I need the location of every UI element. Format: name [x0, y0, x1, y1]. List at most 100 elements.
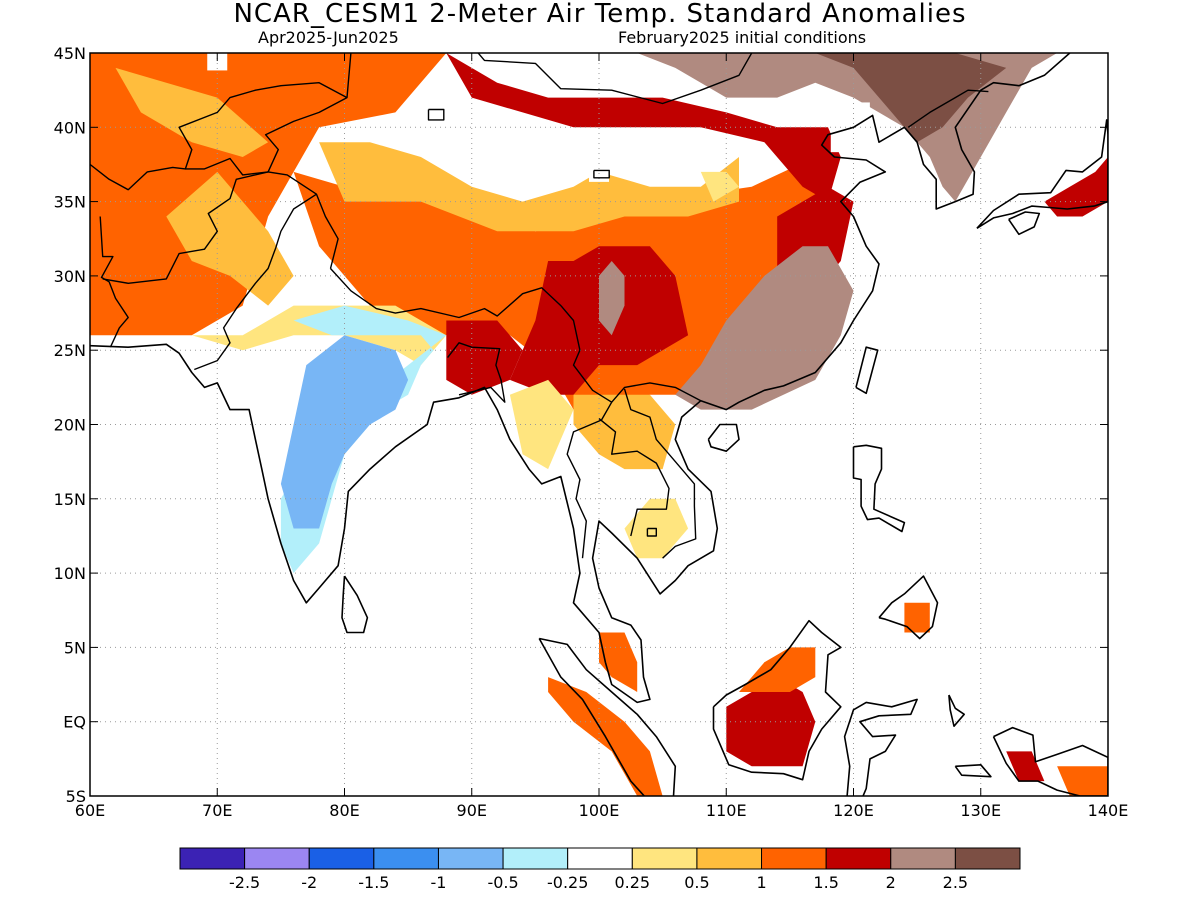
lat-label: 20N	[54, 416, 86, 435]
border-turkmen-uzbek	[90, 81, 348, 191]
region-pakistan-orange-pale	[166, 171, 294, 306]
colorbar-label: 2.5	[943, 873, 968, 892]
region-new-guinea-orange	[1057, 766, 1108, 796]
border-korea-china	[907, 89, 989, 128]
border-iran-afghan	[99, 216, 129, 348]
region-north-deep-red	[446, 53, 841, 202]
colorbar-label: -0.25	[547, 873, 588, 892]
region-yellow-light-tibet	[700, 171, 739, 202]
region-indochina-orange-pale	[573, 394, 676, 470]
colorbar-label: 1.5	[813, 873, 838, 892]
lat-label: 5N	[64, 638, 86, 657]
coast-java	[665, 818, 783, 848]
coast-kyushu-honshu	[976, 119, 1108, 229]
lon-label: 140E	[1088, 801, 1129, 820]
lat-label: 10N	[54, 564, 86, 583]
coast-arabian-india-coast	[90, 53, 1071, 704]
region-manchuria-dark-brown	[815, 53, 1007, 143]
lon-label: 120E	[833, 801, 874, 820]
colorbar-swatch	[373, 847, 439, 870]
coast-halmahera	[948, 694, 966, 728]
region-myanmar-yellow	[509, 379, 574, 470]
lat-label: 40N	[54, 118, 86, 137]
border-central-asia-tajik	[185, 157, 269, 176]
coast-shikoku	[1008, 211, 1041, 236]
latitude-axis: 45N 40N 35N 30N 25N 20N 15N 10N 5N EQ 5S	[54, 44, 1108, 806]
region-new-guinea-red	[1006, 751, 1045, 782]
region-sichuan-brown-spot	[599, 261, 625, 336]
border-nepal-china-kashmir	[267, 171, 339, 269]
coast-borneo	[712, 619, 842, 781]
colorbar-label: -0.5	[487, 873, 518, 892]
region-south-china-brown	[675, 246, 854, 410]
colorbar-label: 2	[886, 873, 896, 892]
lat-label: 25N	[54, 341, 86, 360]
colorbar-swatch	[437, 847, 504, 870]
border-china-indochina	[611, 382, 702, 403]
lon-label: 80E	[329, 801, 359, 820]
colorbar-swatch	[308, 847, 375, 870]
region-malay-orange	[599, 632, 638, 692]
initial-conditions: February2025 initial conditions	[618, 28, 867, 47]
coast-sulawesi	[843, 698, 918, 796]
colorbar-swatch	[179, 847, 246, 870]
lake-qinghai-lake	[593, 169, 610, 179]
missing-cell	[830, 132, 851, 153]
region-mindanao-orange	[904, 602, 930, 633]
lon-label: 100E	[579, 801, 620, 820]
coast-taiwan	[855, 346, 879, 395]
coast-sumatra	[538, 637, 677, 796]
border-pakistan-afghan	[102, 171, 269, 284]
coast-new-guinea	[992, 726, 1108, 796]
colorbar-label: 0.25	[614, 873, 650, 892]
coast-luzon	[852, 444, 906, 533]
coast-mindanao	[878, 575, 939, 640]
border-bangladesh	[447, 342, 506, 403]
colorbar-swatch	[761, 847, 827, 870]
border-himalaya-border	[329, 268, 562, 319]
longitude-axis: 60E 70E 80E 90E 100E 110E 120E 130E 140E	[75, 53, 1129, 820]
lon-label: 90E	[457, 801, 487, 820]
colorbar-swatch	[244, 847, 310, 870]
colorbar-swatch	[567, 847, 633, 870]
missing-cell	[856, 139, 877, 160]
colorbar-label: -1	[430, 873, 446, 892]
border-mongolia-china	[477, 53, 755, 105]
coast-seram	[954, 763, 992, 778]
border-thailand-laos	[598, 418, 670, 537]
border-india-pakistan	[194, 193, 317, 371]
colorbar-swatch	[502, 847, 569, 870]
region-central-asia-orange-pale	[115, 67, 269, 157]
colorbar-label: 0.5	[684, 873, 709, 892]
lat-label: EQ	[63, 713, 86, 732]
lon-label: 110E	[706, 801, 747, 820]
colorbar-label: -2	[301, 873, 317, 892]
lat-label: 30N	[54, 267, 86, 286]
lat-label: 35N	[54, 193, 86, 212]
lon-label: 60E	[75, 801, 105, 820]
border-laos-vietnam	[623, 388, 697, 559]
lake-lake-1	[427, 108, 445, 121]
lon-label: 70E	[202, 801, 232, 820]
colorbar-label: -2.5	[229, 873, 260, 892]
lake-tonle-sap	[646, 527, 657, 537]
lon-label: 130E	[960, 801, 1001, 820]
colorbar-swatch	[825, 847, 892, 870]
missing-cell	[421, 102, 442, 123]
coast-hainan	[707, 423, 740, 453]
coastlines	[90, 53, 1108, 848]
region-india-blue-core	[280, 335, 409, 529]
colorbar-label: 1	[756, 873, 766, 892]
map-title: NCAR_CESM1 2-Meter Air Temp. Standard An…	[233, 0, 967, 29]
region-tibet-yellow	[319, 142, 739, 232]
missing-cell	[207, 53, 228, 71]
colorbar-swatch	[890, 847, 956, 870]
lat-label: 45N	[54, 44, 86, 63]
colorbar-swatch	[954, 847, 1021, 870]
region-gangetic-deep-red	[446, 320, 523, 395]
forecast-period: Apr2025-Jun2025	[258, 28, 399, 47]
coast-sri-lanka	[341, 575, 369, 634]
missing-cell	[849, 102, 870, 123]
lat-label: 5S	[66, 787, 86, 806]
colorbar: -2.5 -2 -1.5 -1 -0.5 -0.25 0.25 0.5 1 1.5 2 2.5	[179, 847, 1021, 892]
